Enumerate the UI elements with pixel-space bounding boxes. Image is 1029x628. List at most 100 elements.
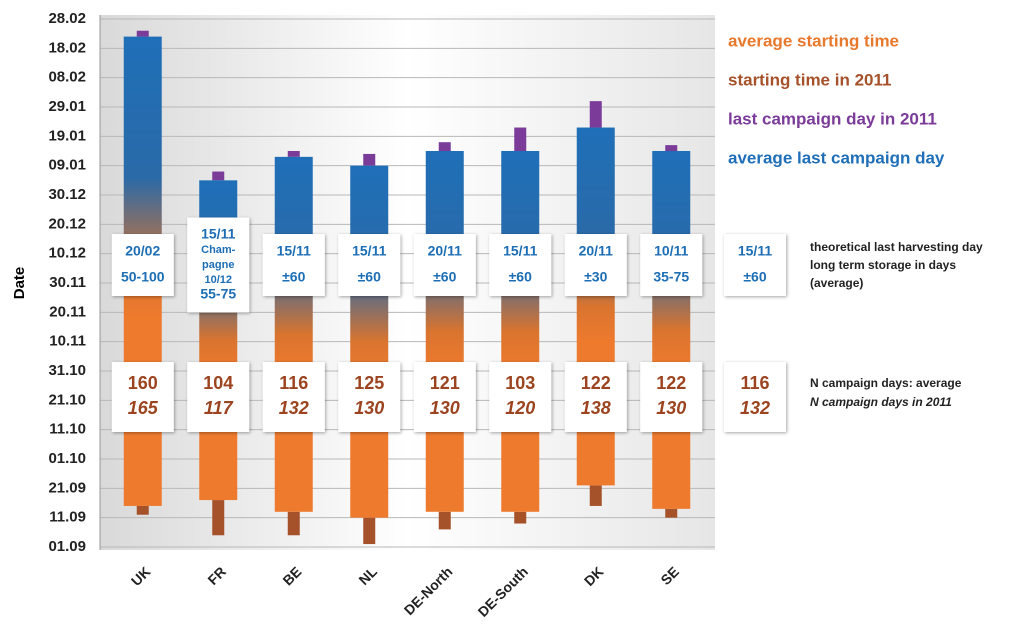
start-2011-bar — [212, 500, 225, 536]
box-text: pagne — [202, 259, 234, 271]
box-text: 55-75 — [200, 286, 236, 302]
label-box — [262, 234, 325, 296]
days-2011: 120 — [505, 398, 535, 418]
days-2011: 130 — [656, 398, 686, 418]
box-text: ±60 — [282, 269, 305, 285]
label-box — [111, 362, 174, 432]
days-average: 103 — [505, 373, 535, 393]
label-box — [187, 217, 250, 313]
label-box — [489, 234, 552, 296]
box-text: 10/12 — [204, 274, 232, 286]
campaign-bar — [350, 165, 389, 518]
box-text: 20/02 — [125, 243, 160, 259]
label-box — [413, 362, 476, 432]
y-tick-label: 28.02 — [48, 10, 86, 27]
key-note: N campaign days: average — [810, 376, 962, 390]
x-tick-label: UK — [128, 563, 154, 589]
start-2011-bar — [363, 517, 376, 545]
days-average: 116 — [740, 373, 769, 393]
start-2011-bar — [287, 511, 300, 536]
y-tick-label: 01.10 — [48, 450, 86, 467]
y-tick-label: 30.11 — [49, 274, 86, 291]
y-tick-label: 29.01 — [48, 98, 86, 115]
box-text: Cham- — [201, 244, 236, 256]
label-box — [489, 362, 552, 432]
end-2011-bar — [589, 101, 602, 128]
label-box — [111, 234, 174, 296]
box-text: 20/11 — [579, 243, 613, 259]
y-tick-label: 10.11 — [49, 333, 86, 350]
legend-entry: average starting time — [728, 31, 899, 50]
end-2011-bar — [136, 30, 149, 37]
days-2011: 132 — [740, 398, 770, 418]
y-axis-label: Date — [11, 267, 28, 300]
legend-entry: last campaign day in 2011 — [728, 109, 937, 128]
box-text: ±60 — [743, 269, 766, 285]
y-tick-label: 09.01 — [48, 157, 86, 174]
campaign-bar — [652, 151, 691, 509]
end-2011-bar — [363, 153, 376, 166]
label-box — [564, 234, 627, 296]
y-tick-label: 11.10 — [49, 421, 86, 438]
x-tick-label: FR — [204, 563, 229, 588]
days-average: 122 — [656, 373, 686, 393]
box-text: 20/11 — [428, 243, 462, 259]
box-text: 15/11 — [503, 243, 537, 259]
label-box — [564, 362, 627, 432]
legend-entry: average last campaign day — [728, 148, 945, 167]
box-text: 10/11 — [654, 243, 688, 259]
y-tick-label: 31.10 — [48, 362, 86, 379]
x-tick-label: BE — [279, 563, 304, 588]
days-average: 121 — [430, 373, 460, 393]
label-box — [413, 234, 476, 296]
box-text: 15/11 — [201, 226, 235, 242]
key-note: (average) — [810, 276, 863, 290]
days-average: 122 — [581, 373, 611, 393]
key-note: theoretical last harvesting day — [810, 240, 983, 254]
box-text: 15/11 — [352, 243, 386, 259]
days-average: 104 — [203, 373, 233, 393]
start-2011-bar — [665, 508, 678, 518]
y-tick-label: 21.10 — [48, 391, 86, 408]
end-2011-bar — [665, 145, 678, 151]
x-tick-label: SE — [657, 563, 682, 588]
box-text: ±60 — [433, 269, 456, 285]
days-average: 116 — [279, 373, 308, 393]
y-tick-label: 01.09 — [48, 538, 86, 555]
y-tick-label: 20.12 — [48, 215, 86, 232]
days-2011: 165 — [128, 398, 159, 418]
end-2011-bar — [287, 151, 300, 157]
key-note: N campaign days in 2011 — [810, 395, 952, 409]
x-tick-label: DE-South — [475, 563, 531, 619]
days-2011: 130 — [354, 398, 384, 418]
key-note: long term storage in days — [810, 258, 956, 272]
y-tick-label: 10.12 — [48, 245, 86, 262]
campaign-bar — [501, 151, 540, 512]
days-2011: 130 — [430, 398, 460, 418]
box-text: 50-100 — [121, 269, 165, 285]
days-average: 160 — [128, 373, 158, 393]
y-tick-label: 20.11 — [49, 303, 86, 320]
box-text: ±30 — [584, 269, 607, 285]
box-text: ±60 — [509, 269, 532, 285]
end-2011-bar — [514, 127, 527, 151]
start-2011-bar — [589, 485, 602, 506]
days-2011: 132 — [279, 398, 309, 418]
x-tick-label: DE-North — [401, 563, 456, 618]
box-text: ±60 — [358, 269, 381, 285]
y-tick-label: 19.01 — [48, 127, 86, 144]
y-tick-label: 30.12 — [48, 186, 86, 203]
start-2011-bar — [136, 505, 149, 515]
label-box — [640, 362, 703, 432]
box-text: 15/11 — [277, 243, 311, 259]
label-box — [187, 362, 250, 432]
box-text: 15/11 — [738, 243, 772, 259]
label-box — [338, 234, 401, 296]
legend-entry: starting time in 2011 — [728, 70, 891, 89]
x-tick-label: DK — [581, 563, 607, 589]
days-2011: 117 — [204, 398, 234, 418]
box-text: 35-75 — [653, 269, 689, 285]
start-2011-bar — [514, 511, 527, 524]
end-2011-bar — [438, 142, 451, 151]
